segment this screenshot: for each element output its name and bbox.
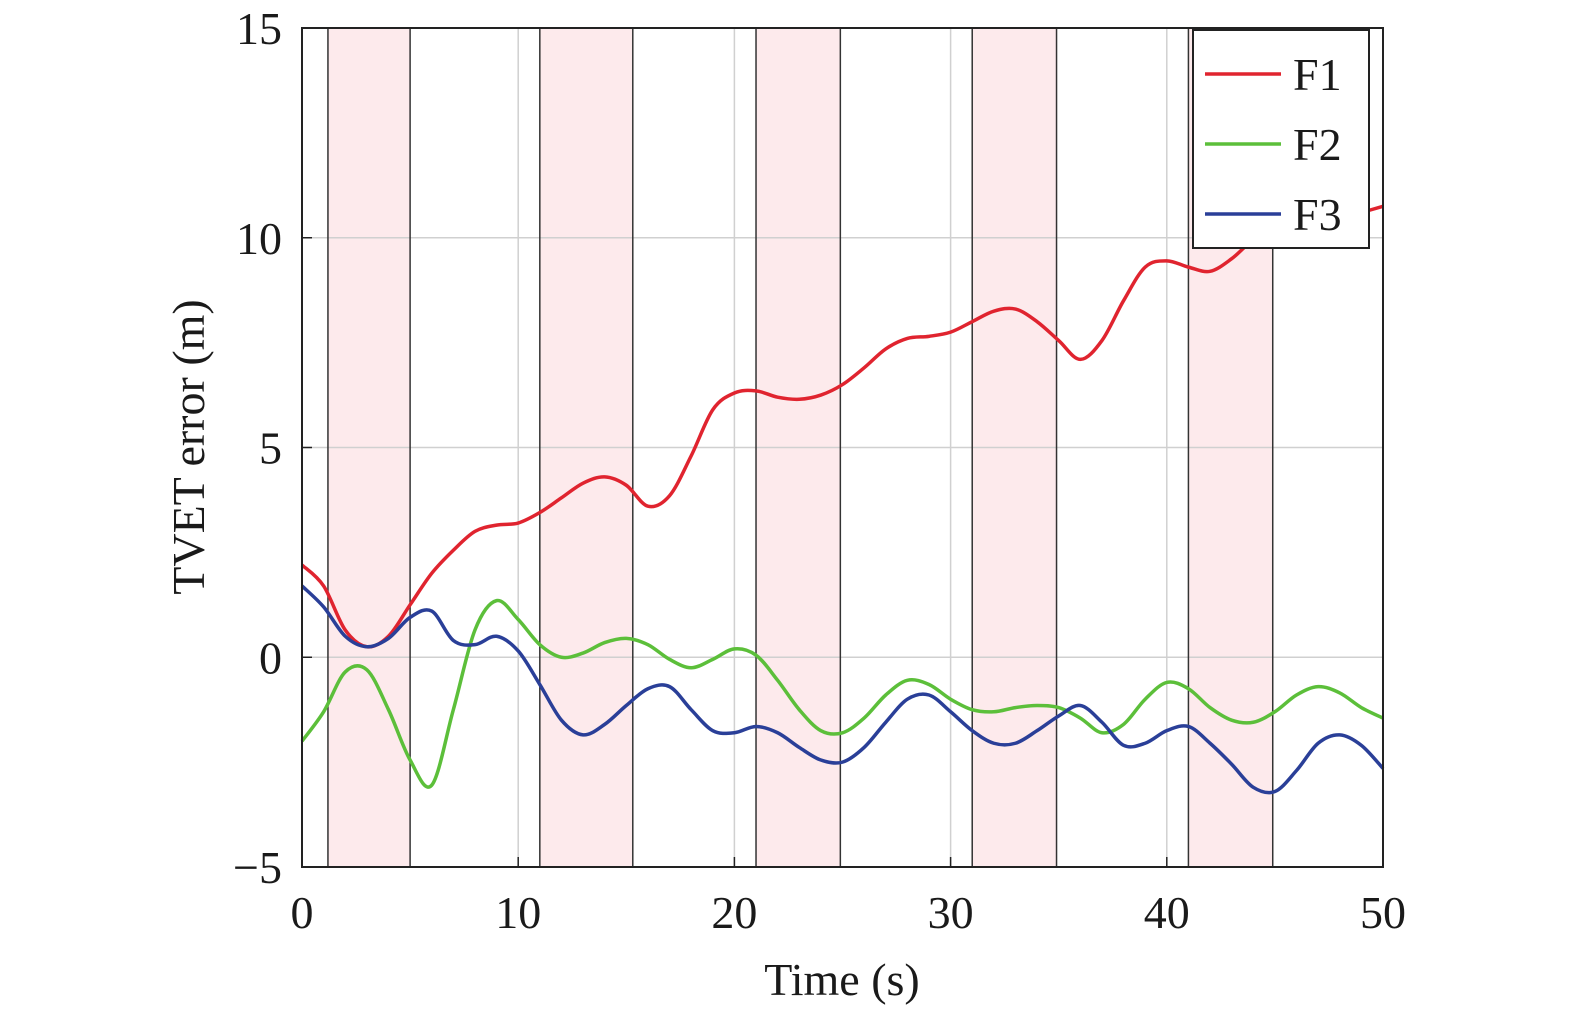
legend-box bbox=[1192, 29, 1370, 249]
legend-label: F1 bbox=[1293, 49, 1342, 100]
plot-frame bbox=[301, 27, 1384, 868]
legend: F1 F2 F3 bbox=[1192, 29, 1370, 249]
legend-label: F2 bbox=[1293, 119, 1342, 170]
series-line bbox=[300, 598, 1384, 789]
x-tick-label: 30 bbox=[928, 887, 974, 938]
series-line bbox=[300, 204, 1384, 649]
y-axis-label: TVET error (m) bbox=[163, 299, 214, 594]
y-tick-label: −5 bbox=[233, 842, 282, 893]
legend-label: F3 bbox=[1293, 189, 1342, 240]
x-tick-label: 20 bbox=[711, 887, 757, 938]
x-tick-label: 50 bbox=[1360, 887, 1406, 938]
y-tick-label: 5 bbox=[259, 423, 282, 474]
x-tick-label: 10 bbox=[495, 887, 541, 938]
series-line bbox=[300, 584, 1385, 795]
y-tick-label: 10 bbox=[236, 213, 282, 264]
x-tick-label: 40 bbox=[1144, 887, 1190, 938]
x-axis-label: Time (s) bbox=[764, 954, 920, 1005]
y-tick-label: 15 bbox=[236, 3, 282, 54]
x-tick-label: 0 bbox=[291, 887, 314, 938]
y-tick-label: 0 bbox=[259, 632, 282, 683]
